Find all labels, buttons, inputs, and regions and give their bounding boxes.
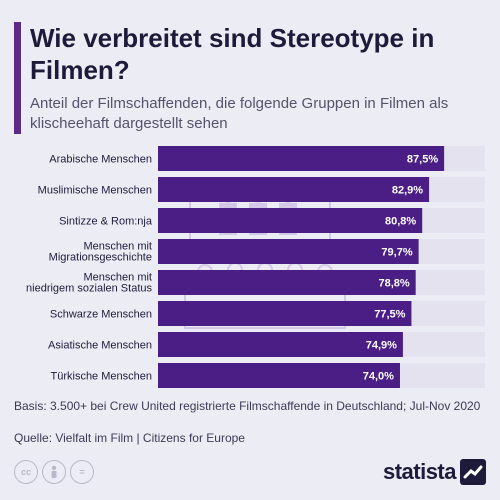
category-label: Schwarze Menschen xyxy=(50,309,152,321)
bar xyxy=(158,270,416,295)
cc-icon: cc xyxy=(14,460,38,484)
title-accent-bar xyxy=(14,22,21,134)
bar xyxy=(158,146,445,171)
category-label: Menschen mit niedrigem sozialen Status xyxy=(26,272,152,295)
bar-chart: Arabische Menschen 87,5% Muslimische Mensc… xyxy=(26,146,485,388)
license-icons: cc = xyxy=(14,460,94,486)
chart-subtitle: Anteil der Filmschaffenden, die folgende… xyxy=(30,95,449,132)
bar xyxy=(158,177,430,202)
statista-logo-text: statista xyxy=(382,459,457,484)
bar xyxy=(158,301,412,326)
no-derivatives-icon: = xyxy=(70,460,94,484)
bar xyxy=(158,208,423,233)
category-label: Asiatische Menschen xyxy=(48,340,152,352)
person-icon xyxy=(42,460,66,484)
bar xyxy=(158,239,419,264)
value-label: 77,5% xyxy=(374,309,405,321)
value-label: 87,5% xyxy=(407,154,438,166)
chart-title: Wie verbreitet sind Stereotype in Filmen… xyxy=(30,23,435,85)
value-label: 74,9% xyxy=(366,340,397,352)
value-label: 78,8% xyxy=(378,278,409,290)
statista-mark-icon xyxy=(460,459,486,485)
value-label: 74,0% xyxy=(363,371,394,383)
footnote-basis: Basis: 3.500+ bei Crew United registrier… xyxy=(14,399,481,413)
category-label: Türkische Menschen xyxy=(51,371,153,383)
category-label: Sintizze & Rom:nja xyxy=(59,216,153,228)
bar xyxy=(158,363,400,388)
bar xyxy=(158,332,403,357)
category-label: Menschen mit Migrationsgeschichte xyxy=(49,241,152,264)
value-label: 82,9% xyxy=(392,185,423,197)
value-label: 80,8% xyxy=(385,216,416,228)
footnote-source: Quelle: Vielfalt im Film | Citizens for … xyxy=(14,431,245,445)
statista-logo: statista xyxy=(383,458,486,486)
value-label: 79,7% xyxy=(381,247,412,259)
category-label: Arabische Menschen xyxy=(49,154,152,166)
category-label: Muslimische Menschen xyxy=(38,185,152,197)
